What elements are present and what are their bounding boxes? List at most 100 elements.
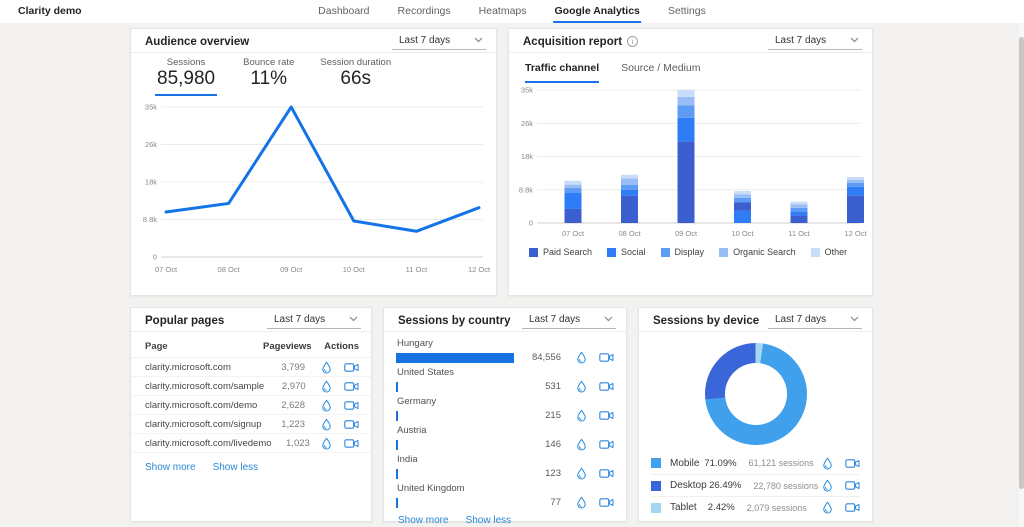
recordings-icon[interactable] xyxy=(344,362,359,373)
bar-segment-paid-search[interactable] xyxy=(621,195,638,223)
info-icon[interactable]: i xyxy=(627,36,639,47)
device-donut-chart xyxy=(704,343,807,445)
table-row: clarity.microsoft.com/livedemo 1,023 xyxy=(131,434,371,453)
nav-tab-heatmaps[interactable]: Heatmaps xyxy=(478,0,528,23)
heatmap-icon[interactable] xyxy=(575,380,588,393)
country-bar xyxy=(396,352,514,363)
recordings-icon[interactable] xyxy=(599,381,614,392)
bar-segment-social[interactable] xyxy=(621,189,638,196)
heatmap-icon[interactable] xyxy=(575,409,588,422)
legend-item-display: Display xyxy=(660,247,704,257)
show-more-link[interactable]: Show more xyxy=(145,462,196,473)
heatmap-icon[interactable] xyxy=(320,361,333,374)
heatmap-icon[interactable] xyxy=(320,380,333,393)
heatmap-icon[interactable] xyxy=(575,438,588,451)
bar-segment-paid-search[interactable] xyxy=(790,215,808,223)
date-range-dropdown[interactable]: Last 7 days xyxy=(522,313,616,329)
bar-segment-display[interactable] xyxy=(621,185,638,190)
sessions-value: 123 xyxy=(545,468,561,479)
nav-tab-settings[interactable]: Settings xyxy=(667,0,707,23)
metric-bounce-rate[interactable]: Bounce rate 11% xyxy=(243,57,294,96)
bar-segment-display[interactable] xyxy=(847,182,864,187)
nav-tab-dashboard[interactable]: Dashboard xyxy=(317,0,370,23)
bar-segment-social[interactable] xyxy=(677,117,695,142)
recordings-icon[interactable] xyxy=(845,480,860,491)
bar-segment-other[interactable] xyxy=(621,174,638,179)
device-sessions: 61,121 sessions xyxy=(748,458,814,468)
svg-text:26k: 26k xyxy=(521,119,533,128)
bar-segment-social[interactable] xyxy=(564,192,582,209)
recordings-icon[interactable] xyxy=(599,468,614,479)
recordings-icon[interactable] xyxy=(599,439,614,450)
recordings-icon[interactable] xyxy=(599,497,614,508)
device-sessions: 22,780 sessions xyxy=(753,480,819,491)
legend-label: Organic Search xyxy=(733,247,796,257)
bar-segment-other[interactable] xyxy=(734,191,751,195)
country-name: India xyxy=(397,454,418,465)
heatmap-icon[interactable] xyxy=(575,351,588,364)
heatmap-icon[interactable] xyxy=(320,399,333,412)
date-range-dropdown[interactable]: Last 7 days xyxy=(267,313,361,329)
column-pageviews: Pageviews xyxy=(263,341,312,352)
show-less-link[interactable]: Show less xyxy=(465,515,512,526)
tab-traffic-channel[interactable]: Traffic channel xyxy=(525,62,600,83)
bar-segment-other[interactable] xyxy=(564,180,582,185)
chevron-down-icon xyxy=(850,316,859,322)
bar-segment-paid-search[interactable] xyxy=(564,208,582,223)
metric-session-duration[interactable]: Session duration 66s xyxy=(320,57,391,96)
bar-segment-organic-search[interactable] xyxy=(621,178,638,185)
metric-value: 85,980 xyxy=(155,68,218,96)
bar-segment-other[interactable] xyxy=(847,177,864,180)
bar-segment-organic-search[interactable] xyxy=(790,204,808,208)
country-bar-line: 77 xyxy=(396,496,614,509)
heatmap-icon[interactable] xyxy=(821,501,834,514)
bar-segment-organic-search[interactable] xyxy=(564,184,582,189)
bar-segment-social[interactable] xyxy=(734,210,751,223)
table-row: clarity.microsoft.com/signup 1,223 xyxy=(131,415,371,434)
tab-source-medium[interactable]: Source / Medium xyxy=(621,62,701,74)
nav-tab-google-analytics[interactable]: Google Analytics xyxy=(553,0,641,23)
recordings-icon[interactable] xyxy=(344,400,359,411)
bar-segment-organic-search[interactable] xyxy=(677,96,695,106)
bar-segment-paid-search[interactable] xyxy=(734,202,751,211)
heatmap-icon[interactable] xyxy=(575,496,588,509)
recordings-icon[interactable] xyxy=(344,381,359,392)
recordings-icon[interactable] xyxy=(599,410,614,421)
heatmap-icon[interactable] xyxy=(320,418,333,431)
date-range-dropdown[interactable]: Last 7 days xyxy=(392,34,486,50)
show-more-link[interactable]: Show more xyxy=(398,515,449,526)
bar-segment-other[interactable] xyxy=(677,90,695,97)
nav-tab-recordings[interactable]: Recordings xyxy=(397,0,452,23)
bar-segment-paid-search[interactable] xyxy=(847,195,864,223)
recordings-icon[interactable] xyxy=(344,419,359,430)
bar-segment-display[interactable] xyxy=(734,197,751,203)
row-actions xyxy=(305,361,359,374)
recordings-icon[interactable] xyxy=(845,458,860,469)
heatmap-icon[interactable] xyxy=(575,467,588,480)
bar-segment-display[interactable] xyxy=(790,207,808,212)
date-range-dropdown[interactable]: Last 7 days xyxy=(768,34,862,50)
bar-segment-display[interactable] xyxy=(677,105,695,118)
row-actions xyxy=(570,496,614,509)
donut-chart-area xyxy=(639,332,872,452)
recordings-icon[interactable] xyxy=(599,352,614,363)
bar-segment-paid-search[interactable] xyxy=(677,141,695,223)
recordings-icon[interactable] xyxy=(344,438,359,449)
heatmap-icon[interactable] xyxy=(320,437,333,450)
show-less-link[interactable]: Show less xyxy=(212,462,259,473)
bar-segment-other[interactable] xyxy=(790,201,808,205)
bar-segment-organic-search[interactable] xyxy=(734,194,751,198)
svg-text:11 Oct: 11 Oct xyxy=(788,229,810,238)
metric-sessions[interactable]: Sessions 85,980 xyxy=(155,57,218,96)
vertical-scrollbar[interactable] xyxy=(1019,23,1024,527)
date-range-dropdown[interactable]: Last 7 days xyxy=(768,313,862,329)
bar-segment-organic-search[interactable] xyxy=(847,179,864,183)
recordings-icon[interactable] xyxy=(845,502,860,513)
bar-segment-social[interactable] xyxy=(790,211,808,216)
scrollbar-thumb[interactable] xyxy=(1019,37,1024,489)
heatmap-icon[interactable] xyxy=(821,479,834,492)
heatmap-icon[interactable] xyxy=(821,457,834,470)
bar-segment-display[interactable] xyxy=(564,188,582,193)
bar-segment-social[interactable] xyxy=(847,186,864,196)
device-row-desktop: Desktop 26.49% 22,780 sessions xyxy=(651,474,860,496)
